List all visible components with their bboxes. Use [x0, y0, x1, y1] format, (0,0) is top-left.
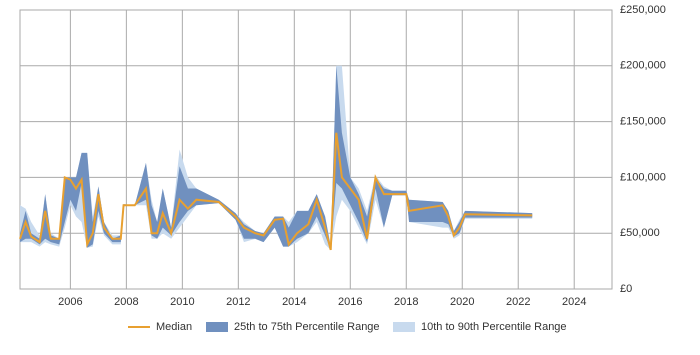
x-tick-label: 2014 [282, 296, 306, 308]
x-tick-label: 2022 [506, 296, 530, 308]
plot-frame [19, 9, 613, 290]
legend-item: 10th to 90th Percentile Range [393, 321, 567, 333]
legend-item: 25th to 75th Percentile Range [206, 321, 380, 333]
legend-swatch [206, 322, 228, 332]
x-tick-label: 2020 [450, 296, 474, 308]
legend-label: Median [156, 321, 192, 333]
median-line [19, 132, 533, 251]
y-tick-label: £0 [620, 283, 632, 295]
x-tick-label: 2006 [58, 296, 82, 308]
x-tick-label: 2010 [170, 296, 194, 308]
x-tick-label: 2012 [226, 296, 250, 308]
x-tick-label: 2008 [114, 296, 138, 308]
y-tick-label: £200,000 [620, 60, 666, 72]
y-tick-label: £100,000 [620, 171, 666, 183]
x-tick-label: 2018 [394, 296, 418, 308]
legend-label: 25th to 75th Percentile Range [234, 321, 380, 333]
y-tick-label: £150,000 [620, 116, 666, 128]
legend-item: Median [128, 321, 192, 333]
y-tick-label: £50,000 [620, 227, 660, 239]
legend-label: 10th to 90th Percentile Range [421, 321, 567, 333]
x-tick-label: 2024 [562, 296, 586, 308]
legend-swatch [393, 322, 415, 332]
y-tick-label: £250,000 [620, 4, 666, 16]
x-tick-label: 2016 [338, 296, 362, 308]
